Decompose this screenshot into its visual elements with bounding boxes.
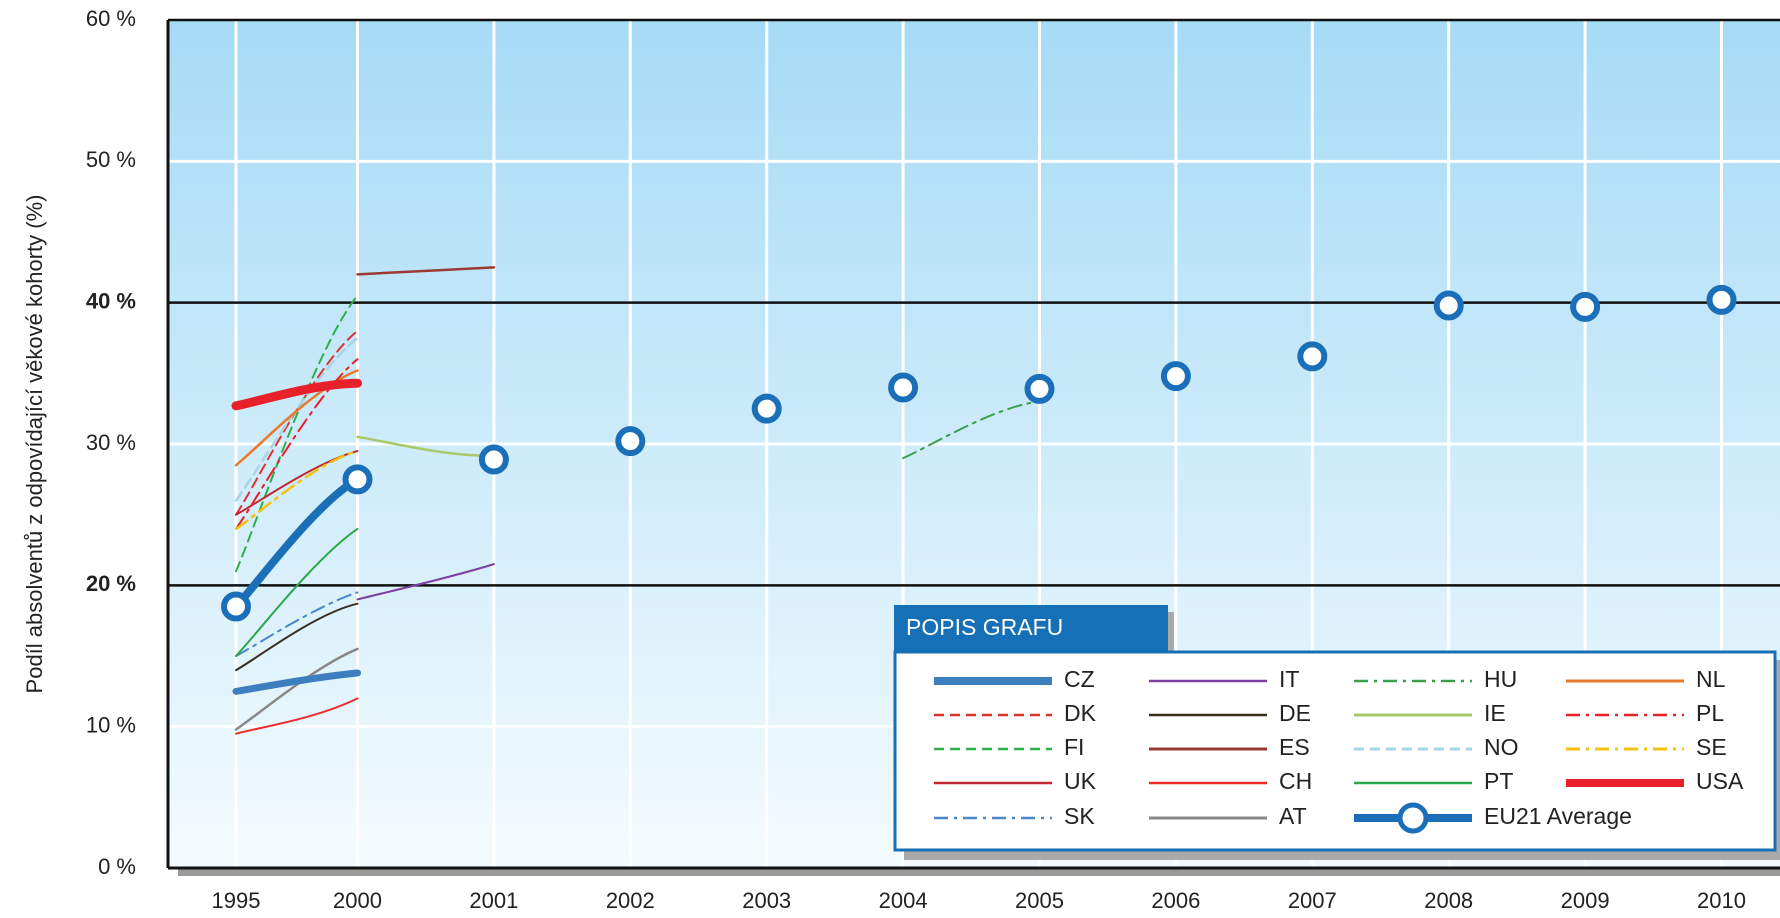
marker	[1024, 373, 1055, 404]
x-tick-label: 2010	[1697, 888, 1746, 913]
legend-label: ES	[1279, 734, 1310, 760]
legend-label: AT	[1279, 803, 1307, 829]
x-tick-label: 2001	[469, 888, 518, 913]
marker	[1570, 291, 1601, 322]
legend-tab	[894, 605, 1168, 651]
series-line	[902, 400, 1041, 460]
series-line	[234, 647, 359, 731]
legend-label: FI	[1064, 734, 1084, 760]
legend: POPIS GRAFU CZ DK FI UK SK IT DE ES CH AT HU IE NO PT…	[893, 605, 1780, 860]
legend-title: POPIS GRAFU	[906, 614, 1063, 640]
y-tick-label: 30 %	[86, 430, 136, 455]
x-tick-label: 2002	[606, 888, 655, 913]
legend-label: UK	[1064, 768, 1097, 794]
legend-label: PL	[1696, 700, 1724, 726]
axis-shadow	[178, 868, 1780, 876]
series-line	[234, 336, 359, 502]
series-line	[232, 669, 361, 695]
series-line	[356, 435, 496, 457]
marker	[342, 464, 373, 495]
legend-label: DK	[1064, 700, 1097, 726]
legend-label: USA	[1696, 768, 1744, 794]
x-tick-label: 2004	[879, 888, 928, 913]
legend-marker	[1397, 802, 1429, 834]
legend-label: CH	[1279, 768, 1312, 794]
series-line	[235, 358, 359, 530]
legend-label: CZ	[1064, 666, 1095, 692]
x-tick-label: 2005	[1015, 888, 1064, 913]
marker	[221, 591, 251, 622]
x-tick-label: 2009	[1561, 888, 1610, 913]
y-tick-label: 50 %	[86, 147, 136, 172]
series-line	[234, 369, 359, 467]
legend-label: NL	[1696, 666, 1726, 692]
series-line	[235, 294, 359, 573]
series-line	[235, 527, 359, 657]
x-tick-label: 2000	[333, 888, 382, 913]
x-tick-label: 2008	[1424, 888, 1473, 913]
marker	[888, 372, 919, 403]
x-tick-label: 1995	[212, 888, 261, 913]
marker	[1160, 361, 1191, 392]
series-line	[235, 329, 359, 516]
y-axis-label: Podíl absolventů z odpovídající věkové k…	[22, 195, 47, 694]
x-tick-label: 2003	[742, 888, 791, 913]
series-line	[231, 378, 362, 411]
marker	[478, 444, 509, 475]
legend-label: DE	[1279, 700, 1311, 726]
series-line	[234, 449, 359, 531]
marker	[1433, 290, 1464, 321]
legend-label: IT	[1279, 666, 1299, 692]
y-tick-label: 20 %	[86, 571, 136, 596]
x-tick-label: 2007	[1288, 888, 1337, 913]
y-tick-label: 10 %	[86, 712, 136, 737]
series-line	[356, 266, 496, 276]
legend-label: HU	[1484, 666, 1517, 692]
y-tick-label: 0 %	[98, 854, 136, 879]
y-tick-label: 60 %	[86, 6, 136, 31]
marker	[615, 426, 646, 457]
series-line	[235, 697, 359, 735]
x-tick-label: 2006	[1151, 888, 1200, 913]
legend-label: SE	[1696, 734, 1727, 760]
series-line	[235, 602, 359, 672]
legend-label: IE	[1484, 700, 1506, 726]
legend-label: SK	[1064, 803, 1095, 829]
legend-label: PT	[1484, 768, 1513, 794]
lines	[221, 266, 1737, 735]
series-line	[356, 563, 495, 601]
legend-label: NO	[1484, 734, 1519, 760]
legend-label: EU21 Average	[1484, 803, 1632, 829]
series-line	[235, 591, 359, 657]
marker	[751, 393, 782, 424]
y-tick-label: 40 %	[86, 288, 136, 313]
marker	[1297, 341, 1328, 372]
marker	[1706, 284, 1737, 315]
